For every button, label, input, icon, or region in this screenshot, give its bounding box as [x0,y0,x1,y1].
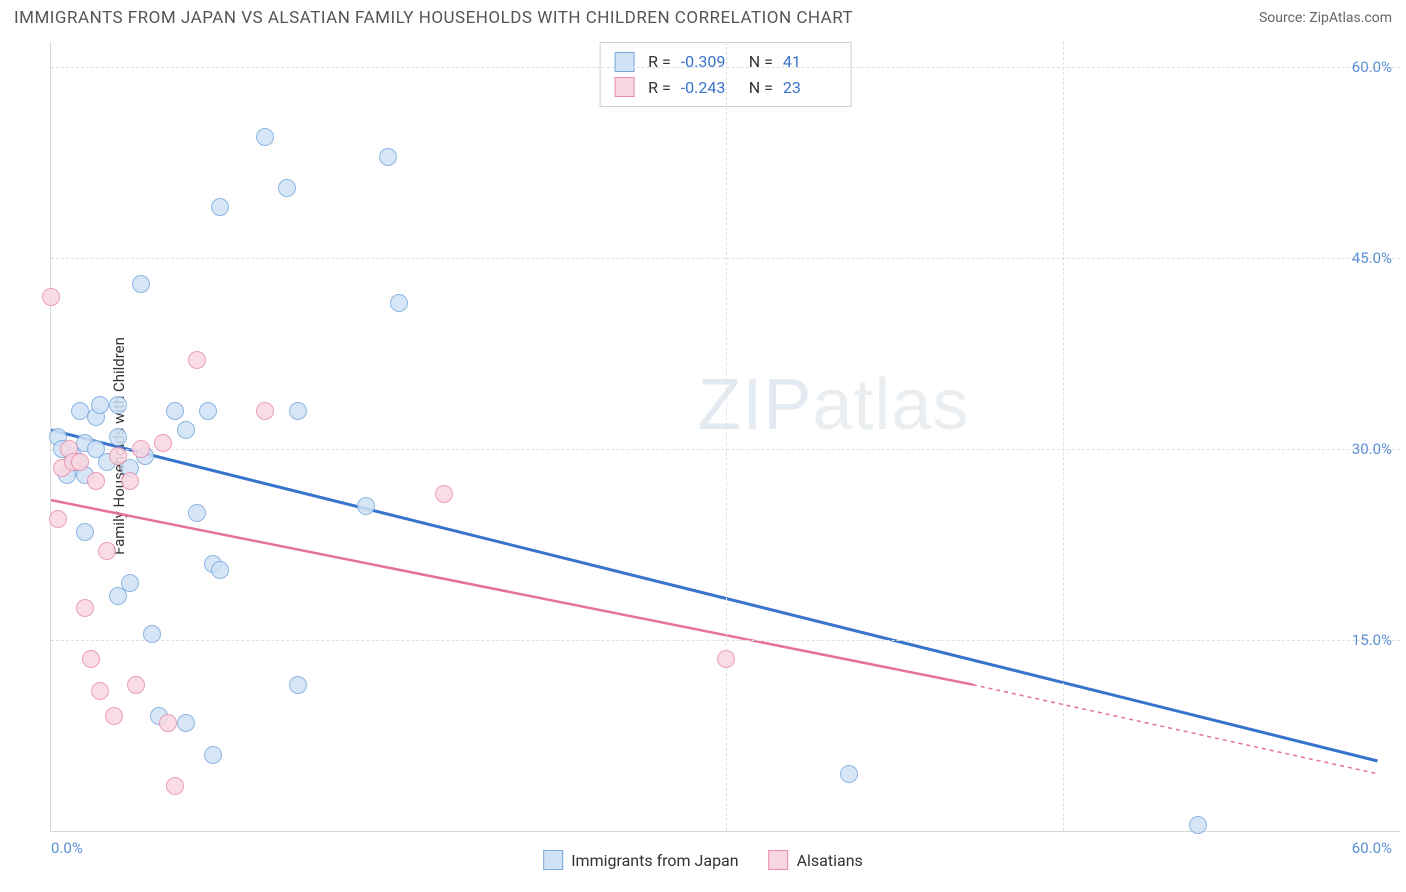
scatter-point [109,428,127,446]
scatter-point [159,714,177,732]
legend-bottom: Immigrants from Japan Alsatians [543,850,863,870]
scatter-point [91,396,109,414]
watermark-thin: atlas [812,365,969,445]
r-value: -0.309 [681,49,735,75]
scatter-point [87,472,105,490]
ytick-label: 30.0% [1352,440,1392,458]
r-label: R = [648,49,671,75]
scatter-point [127,676,145,694]
n-label: N = [749,75,773,101]
scatter-point [717,650,735,668]
legend-bottom-item-0: Immigrants from Japan [543,850,738,870]
scatter-point [199,402,217,420]
scatter-point [1189,816,1207,834]
scatter-point [211,561,229,579]
scatter-point [109,396,127,414]
legend-label: Alsatians [797,851,863,870]
source: Source: ZipAtlas.com [1259,10,1392,26]
scatter-point [82,650,100,668]
scatter-point [188,351,206,369]
scatter-point [42,288,60,306]
r-label: R = [648,75,671,101]
scatter-point [256,128,274,146]
scatter-point [143,625,161,643]
scatter-point [177,421,195,439]
legend-label: Immigrants from Japan [571,851,738,870]
scatter-point [289,676,307,694]
source-label: Source: [1259,10,1309,26]
legend-bottom-item-1: Alsatians [769,850,863,870]
legend-swatch [614,52,634,72]
n-value: 23 [783,75,837,101]
scatter-point [105,707,123,725]
scatter-point [166,777,184,795]
gridline-v [1063,42,1064,831]
scatter-point [435,485,453,503]
scatter-point [109,587,127,605]
scatter-point [390,294,408,312]
chart-area: ZIPatlas R = -0.309 N = 41 R = -0.243 N … [50,42,1400,832]
scatter-point [357,497,375,515]
scatter-point [204,746,222,764]
scatter-point [76,523,94,541]
xtick-label: 0.0% [51,839,83,857]
scatter-point [211,198,229,216]
ytick-label: 45.0% [1352,249,1392,267]
scatter-point [76,599,94,617]
ytick-label: 15.0% [1352,631,1392,649]
scatter-point [166,402,184,420]
source-name: ZipAtlas.com [1309,10,1392,26]
scatter-point [91,682,109,700]
scatter-point [132,275,150,293]
scatter-point [132,440,150,458]
scatter-point [98,542,116,560]
scatter-point [109,447,127,465]
n-label: N = [749,49,773,75]
scatter-point [188,504,206,522]
legend-swatch [543,850,563,870]
scatter-point [177,714,195,732]
header: IMMIGRANTS FROM JAPAN VS ALSATIAN FAMILY… [0,0,1406,32]
scatter-point [256,402,274,420]
scatter-point [121,472,139,490]
legend-swatch [614,77,634,97]
chart-title: IMMIGRANTS FROM JAPAN VS ALSATIAN FAMILY… [14,8,853,28]
scatter-point [278,179,296,197]
xtick-label: 60.0% [1352,839,1392,857]
watermark: ZIPatlas [697,364,969,446]
scatter-point [289,402,307,420]
r-value: -0.243 [681,75,735,101]
watermark-bold: ZIP [697,365,812,445]
scatter-point [49,510,67,528]
scatter-point [71,453,89,471]
gridline-v [726,42,727,831]
legend-swatch [769,850,789,870]
scatter-point [154,434,172,452]
n-value: 41 [783,49,837,75]
ytick-label: 60.0% [1352,58,1392,76]
scatter-point [840,765,858,783]
scatter-point [379,148,397,166]
